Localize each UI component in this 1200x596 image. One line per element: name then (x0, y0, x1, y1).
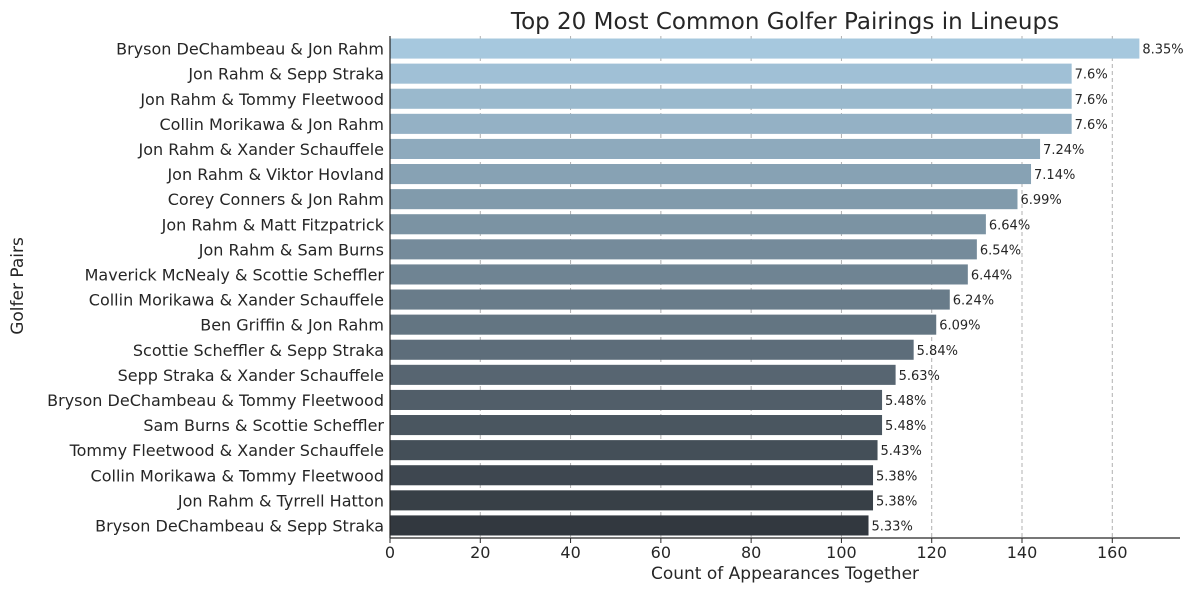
bar (390, 113, 1072, 134)
x-axis-label: Count of Appearances Together (651, 564, 919, 584)
y-tick-label: Scottie Scheffler & Sepp Straka (133, 341, 384, 360)
bar (390, 88, 1072, 109)
data-label: 5.43% (881, 444, 922, 459)
data-label: 6.09% (939, 319, 980, 334)
y-tick-label: Jon Rahm & Tommy Fleetwood (139, 90, 384, 109)
x-tick-label: 120 (916, 543, 947, 562)
x-tick-label: 80 (741, 543, 761, 562)
y-tick-label: Tommy Fleetwood & Xander Schauffele (69, 441, 384, 460)
y-tick-label: Corey Conners & Jon Rahm (168, 190, 384, 209)
bar (390, 389, 883, 410)
y-tick-label: Collin Morikawa & Tommy Fleetwood (91, 466, 384, 485)
y-tick-label: Jon Rahm & Tyrrell Hatton (177, 491, 384, 510)
x-tick-label: 100 (826, 543, 857, 562)
data-label: 7.24% (1043, 143, 1084, 158)
data-label: 6.64% (989, 218, 1030, 233)
bar (390, 63, 1072, 84)
bar (390, 415, 883, 436)
x-tick-label: 160 (1097, 543, 1128, 562)
y-tick-label: Bryson DeChambeau & Jon Rahm (116, 40, 384, 59)
data-label: 5.63% (899, 369, 940, 384)
data-label: 7.6% (1075, 93, 1108, 108)
bars (390, 38, 1140, 536)
x-tick-label: 0 (385, 543, 395, 562)
data-label: 5.38% (876, 494, 917, 509)
bar (390, 314, 937, 335)
data-labels: 8.35% 7.6% 7.6% 7.6% 7.24% 7.14% 6.99% 6.64% 6.5… (872, 43, 1184, 535)
data-label: 6.44% (971, 268, 1012, 283)
y-tick-label: Jon Rahm & Sam Burns (198, 240, 384, 259)
data-label: 7.14% (1034, 168, 1075, 183)
axes (389, 36, 1180, 543)
bar (390, 164, 1032, 185)
gridlines (479, 36, 1113, 538)
data-label: 5.48% (885, 394, 926, 409)
bar (390, 264, 968, 285)
y-tick-label: Ben Griffin & Jon Rahm (200, 316, 384, 335)
y-tick-label: Jon Rahm & Viktor Hovland (166, 165, 384, 184)
bar (390, 239, 977, 260)
x-tick-label: 140 (1007, 543, 1038, 562)
data-label: 8.35% (1142, 43, 1183, 58)
data-label: 5.84% (917, 344, 958, 359)
data-label: 7.6% (1075, 118, 1108, 133)
x-tick-label: 60 (651, 543, 671, 562)
bar (390, 138, 1041, 159)
data-label: 6.54% (980, 243, 1021, 258)
data-label: 5.33% (872, 519, 913, 534)
y-tick-label: Collin Morikawa & Jon Rahm (160, 115, 385, 134)
bar (390, 490, 874, 511)
bar (390, 515, 869, 536)
x-tick-labels: 0 20 40 60 80 100 120 140 160 (385, 543, 1128, 562)
y-category-labels: Bryson DeChambeau & Jon Rahm Jon Rahm & S… (47, 40, 385, 536)
y-tick-label: Jon Rahm & Xander Schauffele (138, 140, 384, 159)
y-tick-label: Jon Rahm & Matt Fitzpatrick (161, 215, 385, 234)
data-label: 5.48% (885, 419, 926, 434)
y-tick-label: Sam Burns & Scottie Scheffler (143, 416, 384, 435)
data-label: 5.38% (876, 469, 917, 484)
bar (390, 289, 950, 310)
bar (390, 189, 1018, 210)
x-tick-label: 40 (560, 543, 580, 562)
bar (390, 339, 914, 360)
bar (390, 214, 986, 235)
y-tick-label: Collin Morikawa & Xander Schauffele (89, 291, 384, 310)
y-tick-label: Bryson DeChambeau & Tommy Fleetwood (47, 391, 384, 410)
y-tick-label: Maverick McNealy & Scottie Scheffler (85, 265, 385, 284)
x-tick-label: 20 (470, 543, 490, 562)
bar (390, 38, 1140, 59)
data-label: 7.6% (1075, 68, 1108, 83)
bar (390, 465, 874, 486)
data-label: 6.99% (1020, 193, 1061, 208)
y-tick-label: Sepp Straka & Xander Schauffele (118, 366, 384, 385)
y-axis-label: Golfer Pairs (8, 237, 28, 335)
data-label: 6.24% (953, 294, 994, 309)
chart-title: Top 20 Most Common Golfer Pairings in Li… (510, 9, 1059, 35)
bar (390, 364, 896, 385)
y-tick-label: Jon Rahm & Sepp Straka (187, 65, 384, 84)
bar (390, 440, 878, 461)
y-tick-label: Bryson DeChambeau & Sepp Straka (95, 516, 384, 535)
